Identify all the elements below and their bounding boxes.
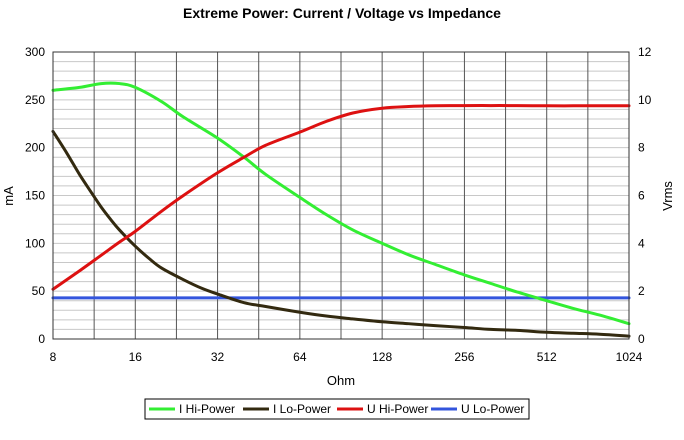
y-tick-label-left: 250 (25, 93, 45, 107)
series-line-i-lo-power (51, 129, 631, 338)
legend-label-u-hi-power: U Hi-Power (367, 402, 428, 416)
y-axis-label-right: Vrms (660, 181, 675, 211)
title-group: Extreme Power: Current / Voltage vs Impe… (183, 5, 501, 21)
y-tick-label-right: 8 (638, 141, 645, 155)
y-tick-label-left: 150 (25, 189, 45, 203)
y-tick-label-right: 12 (638, 45, 652, 59)
y-axis-label-left: mA (1, 186, 16, 206)
x-tick-label: 16 (129, 350, 143, 364)
x-tick-label: 8 (50, 350, 57, 364)
series-lines (51, 81, 631, 338)
y-tick-label-left: 0 (38, 332, 45, 346)
chart-title: Extreme Power: Current / Voltage vs Impe… (183, 5, 501, 21)
y-tick-label-left: 300 (25, 45, 45, 59)
x-tick-label: 64 (293, 350, 307, 364)
legend: I Hi-Power I Lo-Power U Hi-Power U Lo-Power (144, 398, 530, 420)
x-tick-label: 1024 (616, 350, 643, 364)
y-tick-label-right: 2 (638, 284, 645, 298)
legend-label-i-hi-power: I Hi-Power (179, 402, 235, 416)
x-tick-label: 128 (372, 350, 392, 364)
legend-label-i-lo-power: I Lo-Power (273, 402, 331, 416)
y-tick-label-left: 100 (25, 236, 45, 250)
y-tick-label-right: 4 (638, 236, 645, 250)
y-tick-label-left: 50 (32, 284, 46, 298)
y-tick-label-right: 10 (638, 93, 652, 107)
x-tick-label: 256 (454, 350, 474, 364)
y-tick-label-right: 6 (638, 189, 645, 203)
plot-frame (52, 51, 630, 340)
y-tick-label-left: 200 (25, 141, 45, 155)
grid (52, 51, 630, 340)
series-line-i-hi-power (51, 81, 631, 326)
series-line-u-hi-power (51, 104, 631, 291)
x-tick-label: 512 (537, 350, 557, 364)
y-tick-label-right: 0 (638, 332, 645, 346)
legend-label-u-lo-power: U Lo-Power (461, 402, 524, 416)
x-axis-label: Ohm (327, 373, 355, 388)
x-tick-label: 32 (211, 350, 225, 364)
